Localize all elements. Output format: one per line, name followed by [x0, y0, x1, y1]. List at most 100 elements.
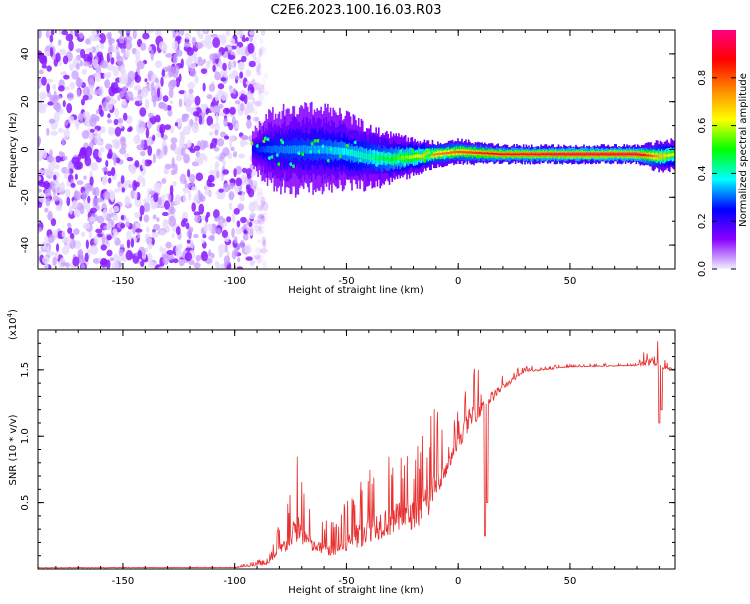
spectrogram-noise-blob [259, 46, 266, 52]
spectrogram-noise-blob [53, 174, 57, 181]
spectrogram-noise-blob [220, 77, 227, 82]
spectrogram-x-tick-label: -150 [112, 276, 135, 287]
spectrogram-noise-blob [110, 97, 115, 103]
spectrogram-band-cell [404, 155, 407, 160]
spectrogram-band-cell [487, 152, 490, 155]
spectrogram-band-cell [285, 145, 288, 154]
spectrogram-band-cell [418, 154, 420, 158]
spectrogram-noise-blob [246, 119, 252, 129]
spectrogram-noise-blob [50, 218, 57, 227]
spectrogram-band-cell [670, 153, 672, 157]
spectrogram-noise-blob [183, 153, 191, 164]
spectrogram-noise-blob [252, 82, 261, 90]
spectrogram-noise-blob [98, 32, 106, 44]
spectrogram-noise-blob [40, 54, 47, 65]
spectrogram-noise-blob [117, 117, 124, 125]
spectrogram-noise-blob [191, 36, 197, 46]
spectrogram-noise-blob [175, 226, 181, 236]
spectrogram-band-cell [494, 152, 497, 155]
spectrogram-band-cell [419, 154, 422, 158]
spectrogram-band-cell [416, 154, 419, 158]
spectrogram-band-cell [347, 149, 349, 156]
spectrogram-noise-blob [168, 215, 177, 227]
spectrogram-noise-blob [258, 93, 264, 102]
spectrogram-noise-blob [208, 169, 216, 175]
spectrogram-noise-blob [185, 222, 190, 230]
spectrogram-noise-blob [162, 95, 169, 102]
spectrogram-noise-blob [209, 223, 213, 234]
spectrogram-band-cell [567, 153, 569, 156]
spectrogram-band-cell [411, 155, 414, 159]
spectrogram-noise-blob [178, 73, 182, 83]
spectrogram-band-cell [363, 153, 365, 160]
spectrogram-noise-blob [246, 219, 250, 226]
spectrogram-noise-blob [94, 129, 98, 135]
spectrogram-noise-blob [249, 212, 256, 218]
spectrogram-noise-blob [110, 192, 115, 203]
spectrogram-noise-blob [212, 64, 216, 73]
spectrogram-noise-blob [46, 127, 50, 136]
spectrogram-noise-blob [76, 88, 81, 98]
spectrogram-noise-blob [262, 239, 267, 249]
spectrogram-band-cell [304, 144, 306, 153]
spectrogram-noise-blob [121, 99, 127, 106]
spectrogram-noise-blob [109, 207, 113, 215]
spectrogram-noise-blob [228, 202, 233, 211]
spectrogram-noise-blob [70, 182, 76, 188]
spectrogram-band-cell [544, 153, 546, 156]
spectrogram-noise-blob [130, 237, 135, 248]
spectrogram-noise-blob [256, 254, 264, 264]
spectrogram-noise-blob [244, 244, 252, 254]
spectrogram-band-cell [380, 155, 383, 161]
spectrogram-band-cell [510, 153, 513, 156]
spectrogram-noise-blob [48, 162, 55, 173]
spectrogram-noise-blob [161, 211, 169, 217]
spectrogram-noise-blob [253, 185, 257, 193]
spectrogram-noise-blob [51, 95, 59, 104]
spectrogram-noise-blob [161, 69, 166, 78]
spectrogram-noise-blob [259, 247, 268, 254]
spectrogram-band-cell [492, 152, 494, 155]
spectrogram-noise-blob [190, 69, 197, 77]
spectrogram-band-cell [669, 153, 671, 157]
colorbar-label: Normalized spectral amplitude [738, 73, 749, 227]
spectrogram-noise-blob [65, 33, 74, 42]
spectrogram-band-cell [579, 153, 581, 156]
spectrogram-band-cell [650, 154, 652, 157]
spectrogram-band-cell [639, 153, 642, 156]
spectrogram-noise-blob [255, 59, 260, 68]
spectrogram-band-cell [451, 151, 454, 154]
spectrogram-noise-blob [112, 81, 119, 91]
spectrogram-noise-blob [38, 193, 46, 203]
spectrogram-band-cell [673, 153, 675, 157]
snr-scale-exponent: 4 [6, 312, 14, 317]
spectrogram-noise-blob [108, 148, 113, 159]
spectrogram-noise-blob [139, 205, 145, 216]
spectrogram-y-tick-label: 40 [20, 48, 31, 61]
spectrogram-noise-blob [249, 171, 257, 177]
spectrogram-band-cell [604, 153, 607, 156]
spectrogram-band-cell [379, 154, 381, 160]
spectrogram-noise-blob [194, 214, 201, 223]
spectrogram-noise-blob [66, 196, 71, 207]
spectrogram-noise-blob [124, 195, 131, 206]
spectrogram-noise-blob [258, 45, 265, 55]
spectrogram-band-cell [264, 146, 266, 153]
spectrogram-noise-blob [205, 60, 211, 69]
spectrogram-band-cell [383, 155, 385, 161]
spectrogram-band-cell [325, 145, 328, 154]
spectrogram-noise-blob [102, 208, 108, 220]
spectrogram-noise-blob [195, 254, 201, 262]
spectrogram-band-cell [647, 154, 650, 157]
spectrogram-band-cell [396, 155, 399, 161]
spectrogram-noise-blob [133, 190, 138, 201]
spectrogram-noise-blob [101, 175, 108, 184]
spectrogram-noise-blob [188, 226, 194, 233]
spectrogram-noise-blob [44, 207, 49, 213]
spectrogram-noise-blob [38, 175, 42, 181]
spectrogram-noise-blob [111, 261, 120, 269]
spectrogram-noise-blob [250, 254, 257, 264]
spectrogram-noise-blob [57, 39, 62, 46]
spectrogram-noise-blob [255, 100, 263, 108]
